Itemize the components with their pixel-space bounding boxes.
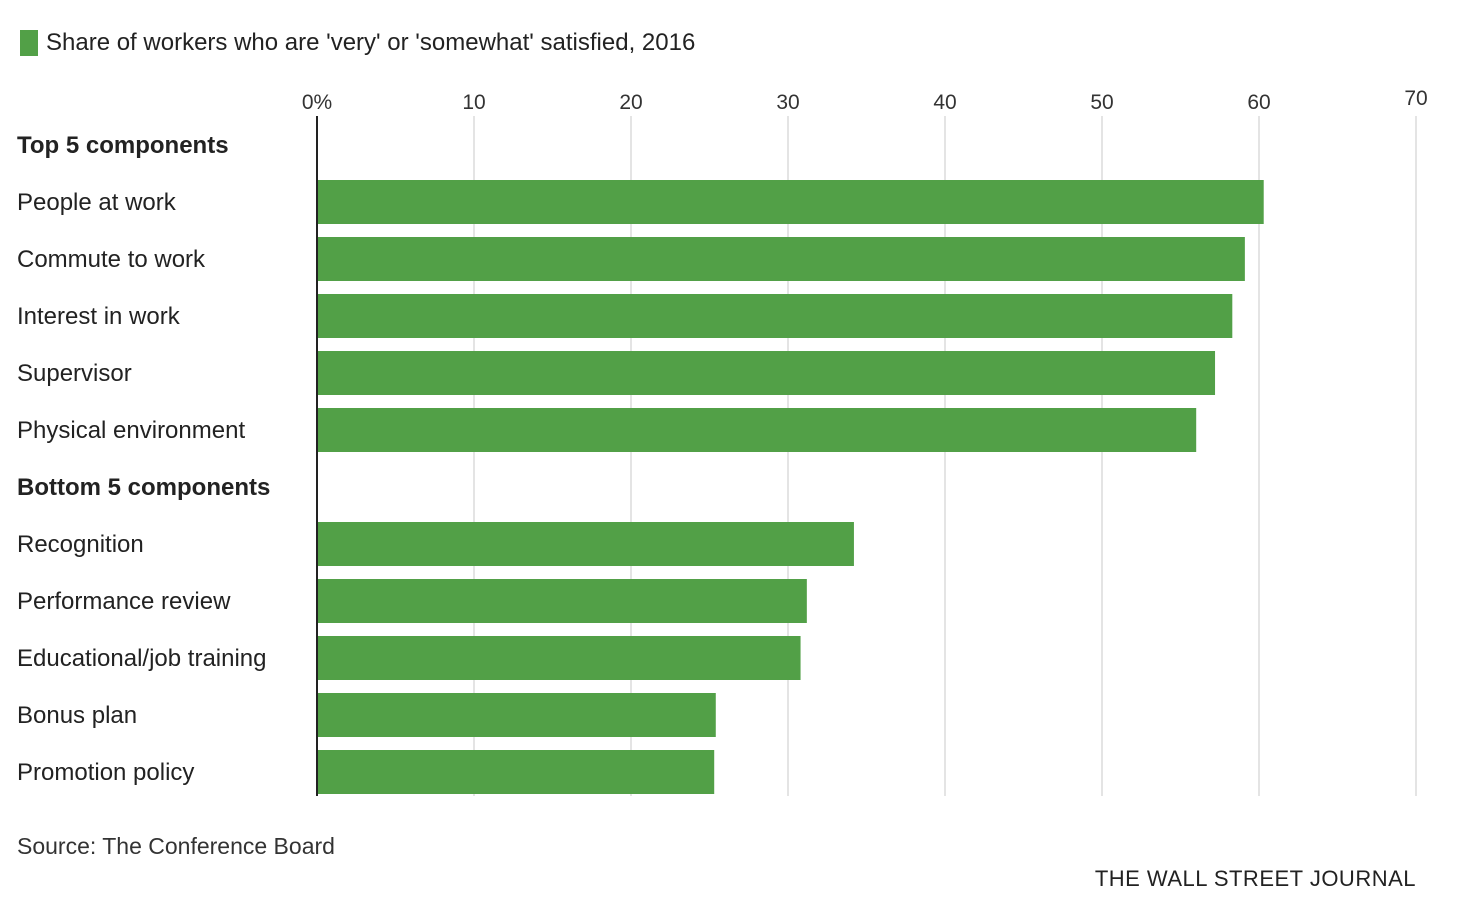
category-label-educational-job-training: Educational/job training bbox=[17, 645, 267, 672]
group-heading-2: Bottom 5 components bbox=[17, 474, 270, 501]
bar-physical-environment bbox=[317, 408, 1197, 452]
bar-recognition bbox=[317, 522, 854, 566]
x-tick-label-40: 40 bbox=[933, 91, 956, 114]
x-tick-label-60: 60 bbox=[1247, 91, 1270, 114]
x-tick-label-10: 10 bbox=[462, 91, 485, 114]
bar-interest-in-work bbox=[317, 294, 1233, 338]
x-tick-label-0: 0% bbox=[302, 91, 332, 114]
legend-swatch bbox=[20, 30, 38, 56]
bar-bonus-plan bbox=[317, 693, 716, 737]
category-label-recognition: Recognition bbox=[17, 531, 144, 558]
category-label-people-at-work: People at work bbox=[17, 189, 177, 216]
category-label-commute-to-work: Commute to work bbox=[17, 246, 206, 273]
source-note: Source: The Conference Board bbox=[17, 833, 335, 859]
category-label-bonus-plan: Bonus plan bbox=[17, 702, 137, 729]
category-label-physical-environment: Physical environment bbox=[17, 417, 245, 444]
category-label-promotion-policy: Promotion policy bbox=[17, 759, 194, 786]
category-label-supervisor: Supervisor bbox=[17, 360, 132, 387]
x-tick-label-70: 70 bbox=[1404, 87, 1427, 110]
bar-educational-job-training bbox=[317, 636, 801, 680]
chart-legend: Share of workers who are 'very' or 'some… bbox=[20, 28, 695, 58]
x-tick-label-50: 50 bbox=[1090, 91, 1113, 114]
group-heading-1: Top 5 components bbox=[17, 132, 229, 159]
bar-performance-review bbox=[317, 579, 807, 623]
bar-supervisor bbox=[317, 351, 1216, 395]
publisher-credit: THE WALL STREET JOURNAL bbox=[1094, 866, 1416, 891]
bar-commute-to-work bbox=[317, 237, 1245, 281]
bar-promotion-policy bbox=[317, 750, 715, 794]
bar-people-at-work bbox=[317, 180, 1264, 224]
legend-label: Share of workers who are 'very' or 'some… bbox=[46, 29, 696, 56]
x-tick-label-20: 20 bbox=[619, 91, 642, 114]
category-label-performance-review: Performance review bbox=[17, 588, 231, 615]
category-label-interest-in-work: Interest in work bbox=[17, 303, 181, 330]
x-tick-label-30: 30 bbox=[776, 91, 799, 114]
